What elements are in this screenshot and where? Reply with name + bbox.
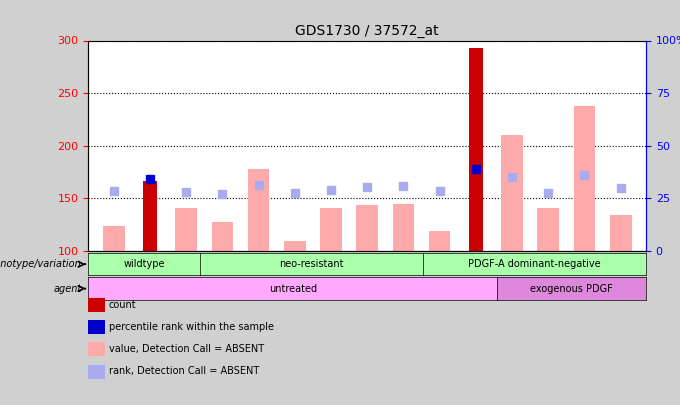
Bar: [501, 135, 523, 251]
Bar: [537, 208, 559, 251]
Bar: [392, 204, 414, 251]
Bar: [356, 205, 378, 251]
Bar: [143, 181, 157, 251]
Text: neo-resistant: neo-resistant: [279, 259, 343, 269]
Text: percentile rank within the sample: percentile rank within the sample: [109, 322, 274, 332]
Text: PDGF-A dominant-negative: PDGF-A dominant-negative: [468, 259, 601, 269]
Bar: [175, 208, 197, 251]
Bar: [248, 169, 269, 251]
Bar: [610, 215, 632, 251]
Text: exogenous PDGF: exogenous PDGF: [530, 284, 613, 294]
Bar: [103, 226, 124, 251]
Text: rank, Detection Call = ABSENT: rank, Detection Call = ABSENT: [109, 367, 259, 376]
Text: value, Detection Call = ABSENT: value, Detection Call = ABSENT: [109, 344, 264, 354]
Text: count: count: [109, 300, 137, 309]
Bar: [574, 106, 595, 251]
Bar: [429, 231, 450, 251]
Text: untreated: untreated: [269, 284, 317, 294]
Bar: [211, 222, 233, 251]
Text: wildtype: wildtype: [123, 259, 165, 269]
Text: genotype/variation: genotype/variation: [0, 259, 82, 269]
Bar: [320, 208, 342, 251]
Title: GDS1730 / 37572_at: GDS1730 / 37572_at: [295, 24, 439, 38]
Bar: [469, 48, 483, 251]
Text: agent: agent: [53, 284, 82, 294]
Bar: [284, 241, 305, 251]
